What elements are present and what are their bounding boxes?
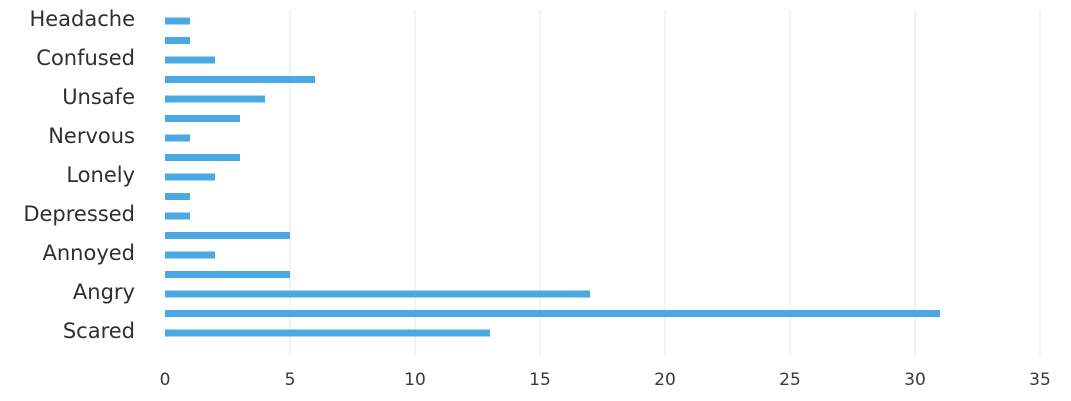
bar-8 [165,173,215,181]
category-label-0: Headache [29,7,135,31]
bar-7 [165,154,240,161]
category-labels: Headache Confused Unsafe Nervous Lonely Depre… [23,7,135,343]
bar-5 [165,115,240,122]
bar-12 [165,251,215,259]
x-tick-label-15: 15 [529,370,551,390]
category-label-8: Lonely [66,163,135,187]
category-label-12: Annoyed [42,241,135,265]
category-label-2: Confused [36,46,135,70]
category-label-16: Scared [63,319,135,343]
bars [165,17,940,337]
bar-15 [165,310,940,317]
gridlines [289,10,1041,355]
bar-3 [165,76,315,83]
bar-10 [165,212,190,220]
bar-14 [165,290,590,298]
bar-13 [165,271,290,278]
x-tick-label-35: 35 [1029,370,1051,390]
category-label-14: Angry [73,280,135,304]
category-label-10: Depressed [23,202,135,226]
bar-1 [165,37,190,44]
x-tick-label-5: 5 [285,370,296,390]
bar-11 [165,232,290,239]
x-tick-label-0: 0 [160,370,171,390]
bar-0 [165,17,190,25]
x-tick-label-20: 20 [654,370,676,390]
category-label-4: Unsafe [62,85,135,109]
x-tick-label-10: 10 [404,370,426,390]
x-axis-tick-labels: 0 5 10 15 20 25 30 35 [160,370,1051,390]
x-tick-label-25: 25 [779,370,801,390]
category-label-6: Nervous [48,124,135,148]
bar-6 [165,134,190,142]
bar-16 [165,329,490,337]
bar-2 [165,56,215,64]
bar-4 [165,95,265,103]
x-tick-label-30: 30 [904,370,926,390]
bar-9 [165,193,190,200]
